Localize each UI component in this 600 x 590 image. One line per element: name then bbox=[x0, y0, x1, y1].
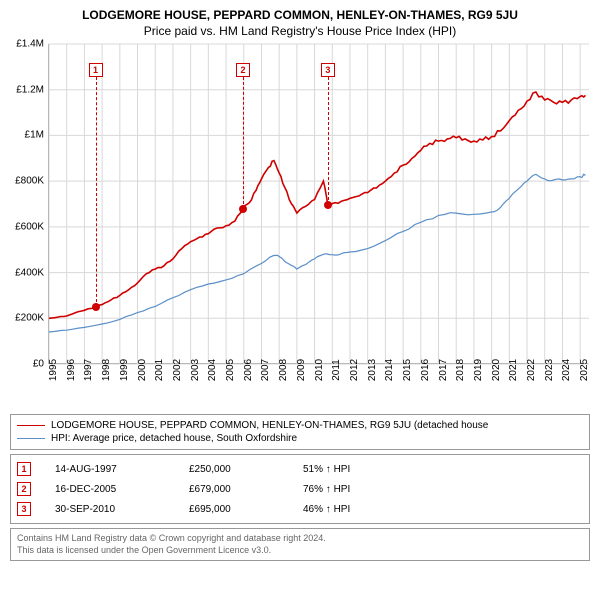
x-tick-label: 2019 bbox=[473, 359, 484, 381]
x-axis: 1995199619971998199920002001200220032004… bbox=[48, 368, 588, 408]
footer-line2: This data is licensed under the Open Gov… bbox=[17, 545, 583, 557]
event-marker-box: 3 bbox=[321, 63, 335, 77]
event-pct-vs-hpi: 76% ↑ HPI bbox=[303, 484, 423, 495]
event-vline bbox=[96, 77, 97, 307]
legend-item: LODGEMORE HOUSE, PEPPARD COMMON, HENLEY-… bbox=[17, 419, 583, 432]
legend: LODGEMORE HOUSE, PEPPARD COMMON, HENLEY-… bbox=[10, 414, 590, 450]
y-tick-label: £1.4M bbox=[16, 39, 44, 50]
x-tick-label: 2015 bbox=[402, 359, 413, 381]
x-tick-label: 2017 bbox=[438, 359, 449, 381]
events-table: 1 14-AUG-1997 £250,000 51% ↑ HPI 2 16-DEC-200… bbox=[10, 454, 590, 524]
event-vline bbox=[243, 77, 244, 209]
event-marker-box: 2 bbox=[236, 63, 250, 77]
event-dot bbox=[324, 201, 332, 209]
series-hpi bbox=[49, 174, 586, 332]
x-tick-label: 2008 bbox=[278, 359, 289, 381]
event-date: 14-AUG-1997 bbox=[55, 464, 165, 475]
x-tick-label: 2003 bbox=[190, 359, 201, 381]
chart-container: LODGEMORE HOUSE, PEPPARD COMMON, HENLEY-… bbox=[0, 0, 600, 571]
chart-title-line2: Price paid vs. HM Land Registry's House … bbox=[6, 24, 594, 38]
x-tick-label: 2006 bbox=[243, 359, 254, 381]
event-vline bbox=[328, 77, 329, 205]
x-tick-label: 2001 bbox=[154, 359, 165, 381]
x-tick-label: 2002 bbox=[172, 359, 183, 381]
event-dot bbox=[92, 303, 100, 311]
event-number-box: 2 bbox=[17, 482, 31, 496]
x-tick-label: 2022 bbox=[526, 359, 537, 381]
x-tick-label: 2025 bbox=[579, 359, 590, 381]
x-tick-label: 1995 bbox=[48, 359, 59, 381]
legend-label: LODGEMORE HOUSE, PEPPARD COMMON, HENLEY-… bbox=[51, 420, 488, 431]
x-tick-label: 1998 bbox=[101, 359, 112, 381]
x-tick-label: 2018 bbox=[455, 359, 466, 381]
chart-title-line1: LODGEMORE HOUSE, PEPPARD COMMON, HENLEY-… bbox=[6, 8, 594, 22]
event-pct-vs-hpi: 46% ↑ HPI bbox=[303, 504, 423, 515]
footer-attribution: Contains HM Land Registry data © Crown c… bbox=[10, 528, 590, 561]
plot-area: 1 2 3 bbox=[48, 44, 588, 364]
x-tick-label: 2007 bbox=[260, 359, 271, 381]
y-axis: £0£200K£400K£600K£800K£1M£1.2M£1.4M bbox=[6, 44, 48, 364]
legend-swatch bbox=[17, 438, 45, 439]
x-tick-label: 1997 bbox=[83, 359, 94, 381]
y-tick-label: £400K bbox=[15, 267, 44, 278]
x-tick-label: 2024 bbox=[561, 359, 572, 381]
y-tick-label: £1M bbox=[25, 130, 44, 141]
x-tick-label: 2011 bbox=[331, 359, 342, 381]
event-number-box: 1 bbox=[17, 462, 31, 476]
legend-label: HPI: Average price, detached house, Sout… bbox=[51, 433, 297, 444]
event-number-box: 3 bbox=[17, 502, 31, 516]
event-dot bbox=[239, 205, 247, 213]
x-tick-label: 2005 bbox=[225, 359, 236, 381]
event-pct-vs-hpi: 51% ↑ HPI bbox=[303, 464, 423, 475]
y-tick-label: £1.2M bbox=[16, 84, 44, 95]
x-tick-label: 2020 bbox=[491, 359, 502, 381]
legend-item: HPI: Average price, detached house, Sout… bbox=[17, 432, 583, 445]
event-row: 3 30-SEP-2010 £695,000 46% ↑ HPI bbox=[17, 499, 583, 519]
x-tick-label: 2016 bbox=[420, 359, 431, 381]
plot-svg bbox=[49, 44, 589, 364]
x-tick-label: 2021 bbox=[508, 359, 519, 381]
y-tick-label: £600K bbox=[15, 221, 44, 232]
event-date: 16-DEC-2005 bbox=[55, 484, 165, 495]
x-tick-label: 1999 bbox=[119, 359, 130, 381]
x-tick-label: 2014 bbox=[384, 359, 395, 381]
x-tick-label: 2004 bbox=[207, 359, 218, 381]
x-tick-label: 2000 bbox=[137, 359, 148, 381]
event-price: £695,000 bbox=[189, 504, 279, 515]
series-property bbox=[49, 92, 586, 318]
legend-swatch bbox=[17, 425, 45, 426]
y-tick-label: £800K bbox=[15, 176, 44, 187]
footer-line1: Contains HM Land Registry data © Crown c… bbox=[17, 533, 583, 545]
x-tick-label: 2009 bbox=[296, 359, 307, 381]
x-tick-label: 2010 bbox=[314, 359, 325, 381]
chart-area: £0£200K£400K£600K£800K£1M£1.2M£1.4M 123 bbox=[6, 44, 594, 364]
x-tick-label: 1996 bbox=[66, 359, 77, 381]
event-row: 1 14-AUG-1997 £250,000 51% ↑ HPI bbox=[17, 459, 583, 479]
y-tick-label: £0 bbox=[33, 359, 44, 370]
event-marker-box: 1 bbox=[89, 63, 103, 77]
x-tick-label: 2023 bbox=[544, 359, 555, 381]
event-row: 2 16-DEC-2005 £679,000 76% ↑ HPI bbox=[17, 479, 583, 499]
event-price: £679,000 bbox=[189, 484, 279, 495]
x-tick-label: 2013 bbox=[367, 359, 378, 381]
event-date: 30-SEP-2010 bbox=[55, 504, 165, 515]
y-tick-label: £200K bbox=[15, 313, 44, 324]
event-price: £250,000 bbox=[189, 464, 279, 475]
x-tick-label: 2012 bbox=[349, 359, 360, 381]
